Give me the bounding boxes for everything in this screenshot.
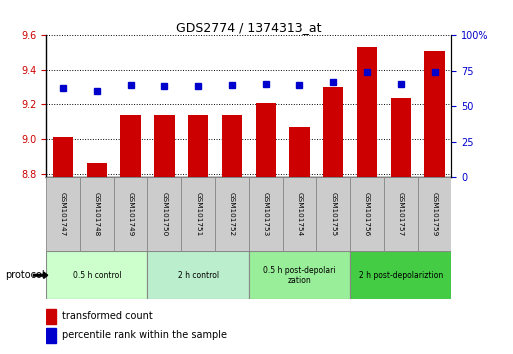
Bar <box>357 47 377 177</box>
Bar <box>317 177 350 251</box>
Bar <box>46 251 148 299</box>
Bar <box>390 98 411 177</box>
Text: 2 h control: 2 h control <box>177 271 219 280</box>
Bar <box>53 137 73 177</box>
Title: GDS2774 / 1374313_at: GDS2774 / 1374313_at <box>176 21 322 34</box>
Bar <box>46 309 56 324</box>
Text: percentile rank within the sample: percentile rank within the sample <box>63 330 227 341</box>
Text: GSM101747: GSM101747 <box>60 192 66 236</box>
Bar <box>350 177 384 251</box>
Bar <box>46 177 80 251</box>
Bar <box>283 177 317 251</box>
Text: GSM101754: GSM101754 <box>297 192 303 236</box>
Bar <box>350 251 451 299</box>
Bar <box>249 251 350 299</box>
Text: GSM101759: GSM101759 <box>431 192 438 236</box>
Bar <box>121 115 141 177</box>
Bar <box>114 177 148 251</box>
Text: transformed count: transformed count <box>63 311 153 321</box>
Bar <box>249 177 283 251</box>
Bar <box>215 177 249 251</box>
Bar <box>148 251 249 299</box>
Text: GSM101756: GSM101756 <box>364 192 370 236</box>
Bar <box>384 177 418 251</box>
Bar <box>87 163 107 177</box>
Bar <box>323 87 343 177</box>
Text: GSM101749: GSM101749 <box>128 192 133 236</box>
Text: protocol: protocol <box>5 270 45 280</box>
Text: GSM101752: GSM101752 <box>229 192 235 236</box>
Bar <box>148 177 181 251</box>
Bar <box>418 177 451 251</box>
Bar <box>289 127 309 177</box>
Bar <box>222 115 242 177</box>
Text: GSM101757: GSM101757 <box>398 192 404 236</box>
Text: 0.5 h post-depolari
zation: 0.5 h post-depolari zation <box>263 266 336 285</box>
Text: 0.5 h control: 0.5 h control <box>72 271 121 280</box>
Text: GSM101750: GSM101750 <box>162 192 167 236</box>
Text: GSM101753: GSM101753 <box>263 192 269 236</box>
Bar <box>80 177 114 251</box>
Bar <box>255 103 276 177</box>
Text: GSM101748: GSM101748 <box>94 192 100 236</box>
Bar <box>424 51 445 177</box>
Text: 2 h post-depolariztion: 2 h post-depolariztion <box>359 271 443 280</box>
Bar <box>154 115 174 177</box>
Text: GSM101755: GSM101755 <box>330 192 336 236</box>
Bar <box>188 115 208 177</box>
Bar <box>46 328 56 343</box>
Text: GSM101751: GSM101751 <box>195 192 201 236</box>
Bar <box>181 177 215 251</box>
